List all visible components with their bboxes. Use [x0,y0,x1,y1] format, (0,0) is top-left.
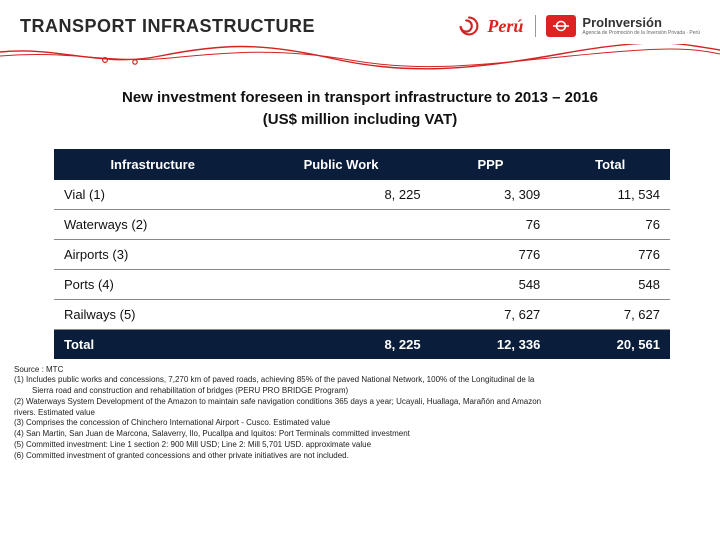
cell-total: 76 [550,209,670,239]
total-total: 20, 561 [550,329,670,359]
total-label: Total [54,329,251,359]
proinversion-name: ProInversión [582,16,700,29]
row-label: Railways (5) [54,299,251,329]
cell-ppp: 548 [431,269,551,299]
footnote-1a: (1) Includes public works and concession… [14,375,706,386]
page-title: TRANSPORT INFRASTRUCTURE [20,16,315,37]
cell-public-work: 8, 225 [251,180,430,210]
footnote-2b: rivers. Estimated value [14,408,706,419]
footnote-6: (6) Committed investment of granted conc… [14,451,706,462]
footnote-5: (5) Committed investment: Line 1 section… [14,440,706,451]
investment-table: Infrastructure Public Work PPP Total Via… [54,149,670,359]
cell-ppp: 3, 309 [431,180,551,210]
table-row: Vial (1) 8, 225 3, 309 11, 534 [54,180,670,210]
table-title-line2: (US$ million including VAT) [263,111,457,128]
footnote-4: (4) San Martin, San Juan de Marcona, Sal… [14,429,706,440]
row-label: Waterways (2) [54,209,251,239]
col-ppp: PPP [431,149,551,180]
footnote-1b: Sierra road and construction and rehabil… [14,386,706,397]
table-row: Ports (4) 548 548 [54,269,670,299]
proinversion-mark-icon [546,15,576,37]
decorative-red-wave-icon [0,44,720,70]
peru-spiral-icon [455,12,483,40]
cell-ppp: 776 [431,239,551,269]
footnote-3: (3) Comprises the concession of Chincher… [14,418,706,429]
proinversion-logo: ProInversión Agencia de Promoción de la … [535,15,700,37]
row-label: Vial (1) [54,180,251,210]
table-row: Airports (3) 776 776 [54,239,670,269]
cell-total: 776 [550,239,670,269]
row-label: Airports (3) [54,239,251,269]
total-ppp: 12, 336 [431,329,551,359]
cell-public-work [251,299,430,329]
col-infrastructure: Infrastructure [54,149,251,180]
table-title: New investment foreseen in transport inf… [0,87,720,131]
footnote-2a: (2) Waterways System Development of the … [14,397,706,408]
col-public-work: Public Work [251,149,430,180]
cell-ppp: 76 [431,209,551,239]
table-row: Waterways (2) 76 76 [54,209,670,239]
table-title-line1: New investment foreseen in transport inf… [122,89,598,106]
cell-total: 548 [550,269,670,299]
logo-group: Perú ProInversión Agencia de Promoción d… [455,12,700,40]
cell-total: 7, 627 [550,299,670,329]
cell-public-work [251,209,430,239]
footnotes: Source : MTC (1) Includes public works a… [14,365,706,462]
peru-logo-text: Perú [487,16,523,37]
proinversion-text: ProInversión Agencia de Promoción de la … [582,16,700,36]
table-row: Railways (5) 7, 627 7, 627 [54,299,670,329]
table-header-row: Infrastructure Public Work PPP Total [54,149,670,180]
proinversion-sub: Agencia de Promoción de la Inversión Pri… [582,31,700,36]
footnote-source: Source : MTC [14,365,706,376]
total-public-work: 8, 225 [251,329,430,359]
table-total-row: Total 8, 225 12, 336 20, 561 [54,329,670,359]
cell-total: 11, 534 [550,180,670,210]
header: TRANSPORT INFRASTRUCTURE Perú ProInversi… [0,0,720,44]
cell-public-work [251,269,430,299]
cell-ppp: 7, 627 [431,299,551,329]
col-total: Total [550,149,670,180]
cell-public-work [251,239,430,269]
row-label: Ports (4) [54,269,251,299]
peru-logo: Perú [455,12,523,40]
